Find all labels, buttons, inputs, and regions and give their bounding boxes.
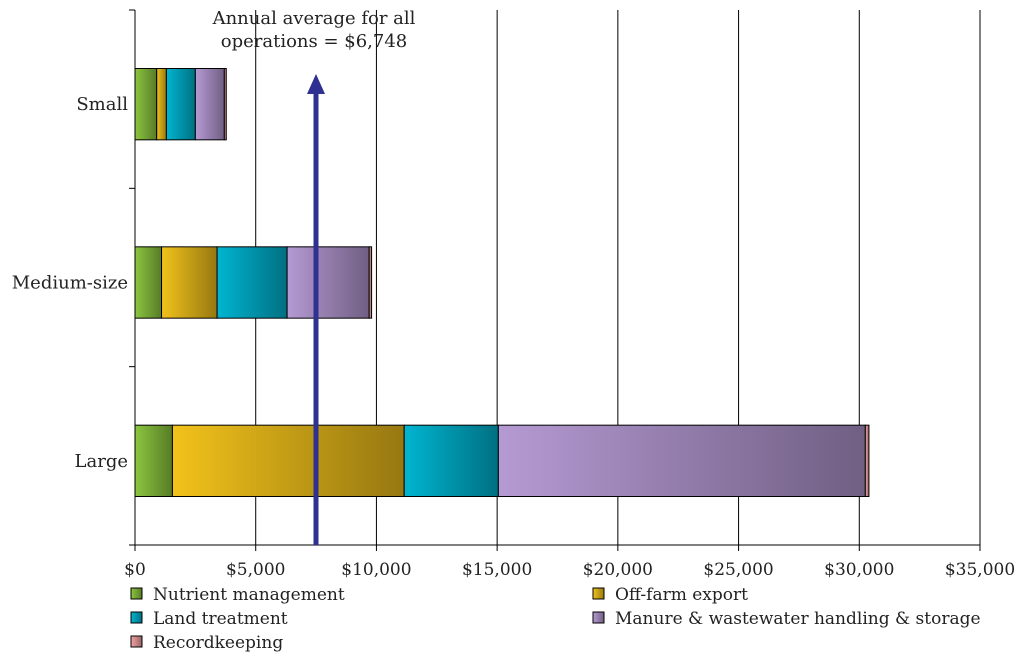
bar-segment [368, 246, 373, 319]
legend-swatch [130, 611, 143, 624]
bar-segment [497, 424, 866, 497]
legend-label: Manure & wastewater handling & storage [615, 609, 981, 629]
category-label: Medium-size [12, 273, 128, 294]
bar-segment [194, 68, 225, 141]
axes [129, 9, 981, 551]
bar-segment [134, 246, 163, 319]
x-tick-label: $0 [124, 560, 146, 580]
x-tick-label: $15,000 [462, 560, 532, 580]
bar-segment [134, 68, 158, 141]
x-tick-label: $35,000 [945, 560, 1015, 580]
legend-swatch [592, 587, 605, 600]
x-tick-label: $25,000 [703, 560, 773, 580]
legend-label: Recordkeeping [153, 633, 283, 653]
legend-swatch [130, 635, 143, 648]
legend-swatch [130, 587, 143, 600]
x-tick-label: $10,000 [341, 560, 411, 580]
bar-segment [286, 246, 370, 319]
legend-label: Nutrient management [153, 585, 345, 605]
grid-lines [255, 10, 981, 545]
legend-swatch [592, 611, 605, 624]
annotation-line-1: Annual average for all [212, 8, 416, 29]
category-labels: Small Medium-size Large [12, 94, 128, 472]
bar-segment [864, 424, 870, 497]
bar-segment [165, 68, 196, 141]
bar-segment [134, 424, 173, 497]
bar-segment [156, 68, 167, 141]
category-label: Large [75, 451, 128, 472]
bar-segments [134, 68, 870, 497]
category-label: Small [76, 94, 128, 115]
annotation-line-2: operations = $6,748 [221, 31, 408, 52]
legend-label: Land treatment [153, 609, 288, 629]
average-arrow-head [307, 74, 325, 94]
annotation: Annual average for all operations = $6,7… [212, 8, 416, 545]
x-tick-label: $5,000 [226, 560, 285, 580]
x-tick-label: $30,000 [824, 560, 894, 580]
x-tick-labels: $0 $5,000 $10,000 $15,000 $20,000 $25,000 $30,… [124, 560, 1015, 580]
legend-label: Off-farm export [615, 585, 748, 605]
bar-segment [216, 246, 288, 319]
bar-segment [161, 246, 218, 319]
x-tick-label: $20,000 [583, 560, 653, 580]
bar-segment [171, 424, 405, 497]
bar-segment [223, 68, 227, 141]
bar-segment [403, 424, 499, 497]
legend: Nutrient management Off-farm export Land t… [130, 585, 981, 653]
